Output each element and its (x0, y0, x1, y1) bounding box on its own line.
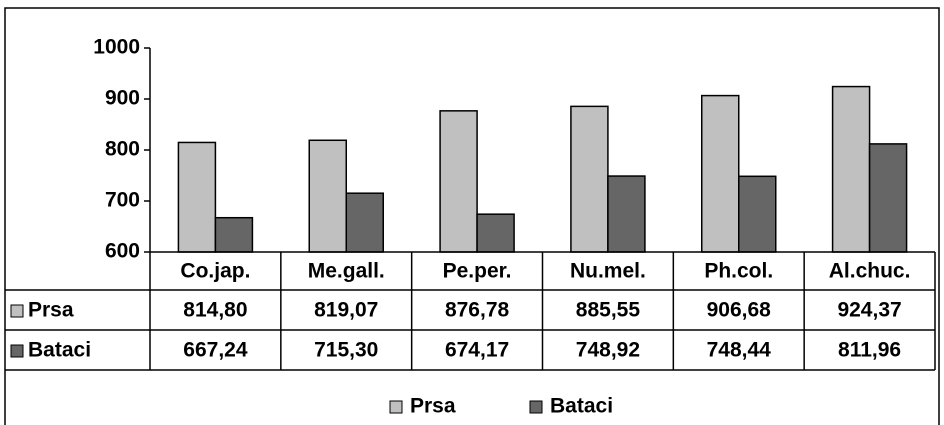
bar (214, 216, 254, 253)
table-value: 748,44 (707, 339, 772, 362)
x-tick-label: Pe.per. (443, 260, 512, 283)
table-value: 819,07 (314, 299, 378, 322)
y-tick-label: 1000 (93, 36, 140, 59)
row-header: Prsa (28, 299, 74, 322)
bar (345, 192, 384, 253)
y-tick-label: 800 (105, 138, 140, 161)
bar (738, 175, 777, 253)
y-tick-label: 600 (105, 240, 140, 263)
table-value: 885,55 (576, 299, 641, 322)
row-header: Bataci (28, 339, 91, 362)
bar (868, 143, 908, 253)
table-value: 667,24 (183, 339, 248, 362)
bar (607, 175, 646, 253)
bar (570, 105, 609, 253)
table-value: 715,30 (314, 339, 378, 362)
bar (439, 110, 478, 253)
legend-label: Bataci (550, 395, 613, 418)
bar (308, 139, 347, 253)
bar (476, 213, 515, 253)
bar (831, 85, 871, 253)
table-value: 876,78 (445, 299, 510, 322)
legend-swatch (10, 304, 24, 318)
x-tick-label: Ph.col. (704, 260, 773, 283)
table-value: 906,68 (707, 299, 772, 322)
x-tick-label: Me.gall. (308, 260, 385, 283)
table-value: 811,96 (838, 339, 901, 362)
y-tick-label: 900 (105, 87, 140, 110)
x-tick-label: Nu.mel. (570, 260, 646, 283)
x-tick-label: Al.chuc. (829, 260, 911, 283)
x-tick-label: Co.jap. (180, 260, 250, 283)
legend-swatch (10, 344, 24, 358)
table-value: 924,37 (837, 299, 901, 322)
table-value: 748,92 (576, 339, 640, 362)
legend-label: Prsa (410, 395, 456, 418)
y-tick-label: 700 (105, 189, 140, 212)
table-value: 674,17 (445, 339, 509, 362)
legend-swatch (529, 400, 543, 414)
table-value: 814,80 (183, 299, 247, 322)
legend-swatch (389, 400, 403, 414)
bar (177, 141, 217, 253)
bar (701, 94, 740, 253)
